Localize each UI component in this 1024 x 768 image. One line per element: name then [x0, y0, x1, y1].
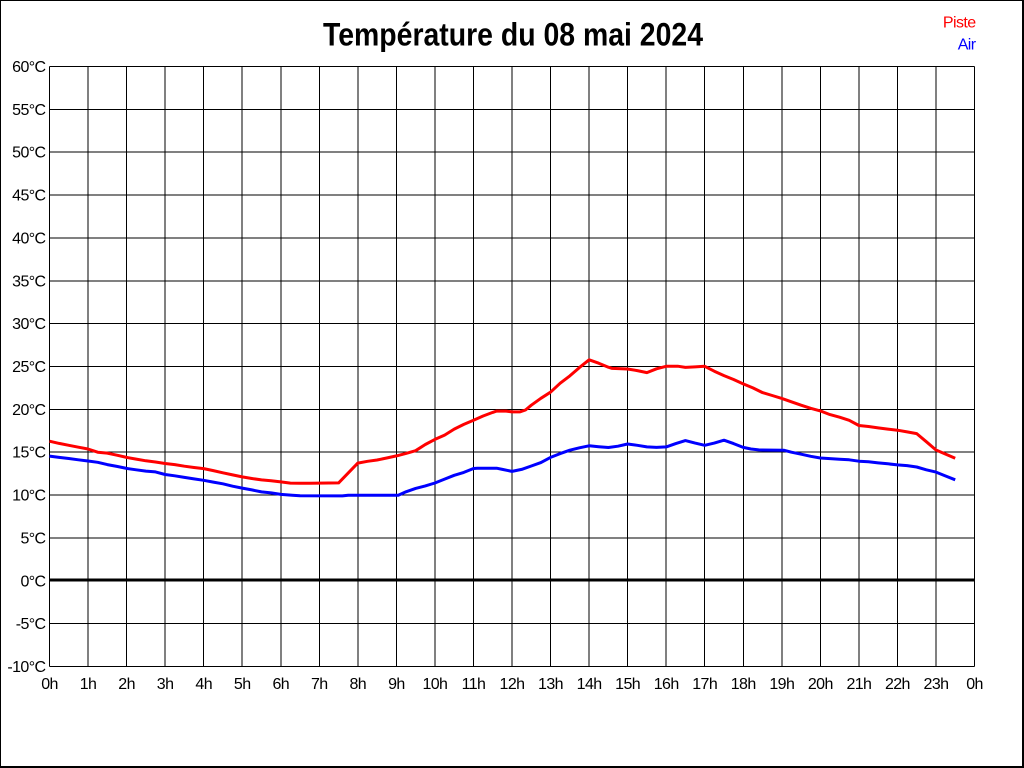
svg-text:50°C: 50°C — [12, 145, 45, 162]
svg-text:15h: 15h — [615, 676, 640, 693]
svg-text:0h: 0h — [966, 676, 983, 693]
svg-text:45°C: 45°C — [12, 188, 45, 205]
svg-text:7h: 7h — [311, 676, 328, 693]
svg-text:35°C: 35°C — [12, 273, 45, 290]
svg-text:2h: 2h — [118, 676, 135, 693]
svg-text:19h: 19h — [769, 676, 794, 693]
svg-text:55°C: 55°C — [12, 102, 45, 119]
svg-text:14h: 14h — [577, 676, 602, 693]
svg-text:10h: 10h — [422, 676, 447, 693]
svg-text:22h: 22h — [885, 676, 910, 693]
svg-text:15°C: 15°C — [12, 445, 45, 462]
svg-text:20h: 20h — [808, 676, 833, 693]
svg-text:60°C: 60°C — [12, 59, 45, 76]
svg-text:8h: 8h — [349, 676, 366, 693]
svg-text:21h: 21h — [846, 676, 871, 693]
svg-text:0°C: 0°C — [20, 573, 45, 590]
svg-text:12h: 12h — [500, 676, 525, 693]
svg-text:6h: 6h — [272, 676, 289, 693]
svg-text:Température du 08 mai 2024: Température du 08 mai 2024 — [323, 16, 703, 52]
svg-text:18h: 18h — [731, 676, 756, 693]
svg-text:17h: 17h — [692, 676, 717, 693]
svg-text:5°C: 5°C — [20, 530, 45, 547]
svg-text:0h: 0h — [41, 676, 58, 693]
svg-text:13h: 13h — [538, 676, 563, 693]
svg-text:10°C: 10°C — [12, 488, 45, 505]
svg-text:11h: 11h — [462, 676, 486, 693]
svg-text:Piste: Piste — [943, 15, 976, 32]
svg-text:1h: 1h — [80, 676, 97, 693]
svg-text:-10°C: -10°C — [7, 659, 45, 676]
svg-text:Air: Air — [958, 36, 977, 53]
svg-text:23h: 23h — [924, 676, 949, 693]
svg-text:3h: 3h — [157, 676, 174, 693]
svg-text:30°C: 30°C — [12, 316, 45, 333]
svg-text:-5°C: -5°C — [16, 616, 46, 633]
svg-text:20°C: 20°C — [12, 402, 45, 419]
svg-text:5h: 5h — [234, 676, 251, 693]
svg-text:40°C: 40°C — [12, 230, 45, 247]
svg-text:9h: 9h — [388, 676, 405, 693]
svg-text:4h: 4h — [195, 676, 212, 693]
svg-text:25°C: 25°C — [12, 359, 45, 376]
svg-text:16h: 16h — [654, 676, 679, 693]
